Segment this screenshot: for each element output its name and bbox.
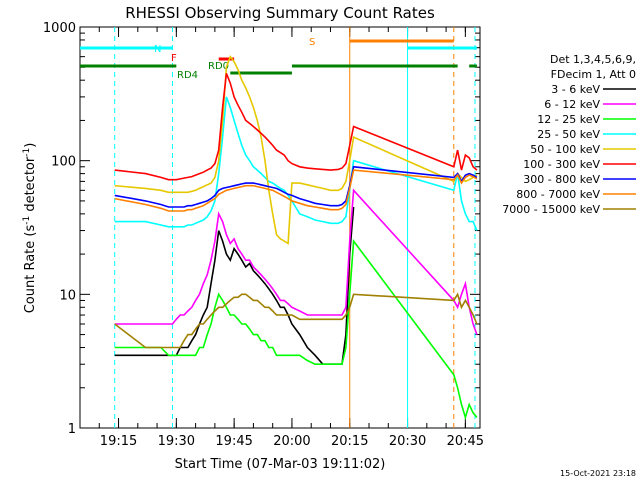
- series-line-7: [114, 169, 478, 212]
- x-tick-label: 19:45: [215, 434, 252, 449]
- state-label-rd4: RD4: [177, 70, 198, 81]
- y-tick-label: 1000: [43, 21, 76, 36]
- state-label-n: N: [154, 44, 161, 55]
- legend-header-attenuator: FDecim 1, Att 0: [551, 68, 636, 81]
- x-tick-label: 19:30: [158, 434, 195, 449]
- series-line-4: [114, 55, 478, 245]
- state-label-s: S: [309, 37, 315, 48]
- legend-label: 800 - 7000 keV: [516, 188, 600, 201]
- legend: Det 1,3,4,5,6,9, FDecim 1, Att 0 3 - 6 k…: [502, 53, 636, 216]
- series-line-6: [114, 165, 478, 208]
- x-tick-label: 19:15: [100, 434, 137, 449]
- plot-area: 1 10 100 1000 19:15 19:30 19:45 20:00 20:15 20:30…: [43, 21, 484, 449]
- legend-label: 6 - 12 keV: [544, 98, 600, 111]
- x-axis-label: Start Time (07-Mar-03 19:11:02): [175, 457, 386, 472]
- x-tick-label: 20:30: [389, 434, 426, 449]
- legend-label: 50 - 100 keV: [530, 143, 600, 156]
- series-line-1: [114, 188, 478, 335]
- x-tick-label: 20:00: [273, 434, 310, 449]
- series-line-2: [114, 238, 478, 421]
- legend-label: 300 - 800 keV: [523, 173, 600, 186]
- y-axis-label: Count Rate (s-1 detector-1): [22, 143, 38, 314]
- x-tick-label: 20:45: [447, 434, 484, 449]
- legend-label: 100 - 300 keV: [523, 158, 600, 171]
- y-tick-label: 1: [68, 422, 76, 437]
- y-tick-label: 100: [51, 155, 76, 170]
- legend-header-detectors: Det 1,3,4,5,6,9,: [550, 53, 636, 66]
- series-line-8: [114, 292, 478, 349]
- state-label-f: F: [171, 53, 177, 64]
- x-tick-label: 20:15: [331, 434, 368, 449]
- legend-label: 12 - 25 keV: [537, 113, 600, 126]
- series-line-3: [114, 96, 478, 231]
- legend-label: 3 - 6 keV: [551, 83, 600, 96]
- date-stamp: 15-Oct-2021 23:18: [560, 469, 636, 478]
- legend-label: 7000 - 15000 keV: [502, 203, 600, 216]
- plot-frame: [79, 26, 481, 429]
- chart-title: RHESSI Observing Summary Count Rates: [125, 4, 435, 22]
- y-tick-label: 10: [59, 288, 76, 303]
- state-label-rd0: RD0: [208, 61, 229, 72]
- series-line-0: [114, 206, 355, 366]
- series-line-5: [114, 73, 478, 181]
- legend-label: 25 - 50 keV: [537, 128, 600, 141]
